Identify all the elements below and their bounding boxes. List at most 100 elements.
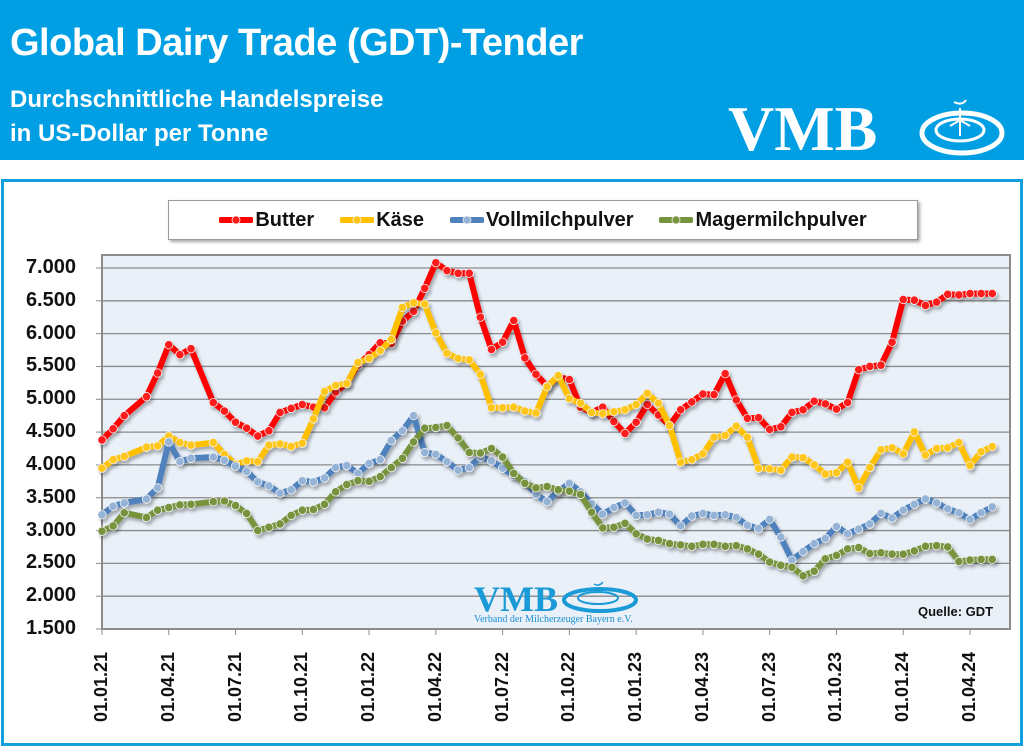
- data-point: [720, 430, 730, 440]
- data-point: [809, 396, 819, 406]
- data-point: [119, 451, 129, 461]
- data-point: [108, 455, 118, 465]
- subtitle-line2: in US-Dollar per Tonne: [10, 120, 269, 147]
- data-point: [620, 498, 630, 508]
- x-tick-label: 01.01.24: [892, 651, 913, 722]
- data-point: [887, 337, 897, 347]
- data-point: [264, 481, 274, 491]
- data-point: [153, 483, 163, 493]
- data-point: [943, 443, 953, 453]
- data-point: [965, 288, 975, 299]
- data-point: [909, 499, 919, 509]
- data-point: [119, 498, 129, 508]
- data-point: [865, 519, 875, 529]
- svg-text:VMB: VMB: [474, 579, 558, 619]
- data-point: [431, 449, 441, 460]
- data-point: [442, 348, 452, 358]
- legend-line-marker-icon: [450, 215, 485, 225]
- data-point: [242, 508, 252, 519]
- data-point: [854, 483, 864, 493]
- data-point: [987, 441, 997, 452]
- data-point: [976, 554, 986, 565]
- data-point: [698, 508, 708, 519]
- data-point: [420, 447, 430, 458]
- data-point: [898, 294, 908, 305]
- data-point: [286, 403, 296, 414]
- data-point: [509, 468, 519, 479]
- data-point: [587, 507, 597, 517]
- y-tick-label: 3.500: [25, 485, 76, 508]
- data-point: [408, 298, 419, 308]
- data-point: [954, 290, 964, 300]
- data-point: [297, 399, 307, 410]
- data-point: [553, 371, 563, 381]
- data-point: [186, 440, 196, 450]
- x-tick-label: 01.04.23: [691, 651, 712, 722]
- data-point: [631, 510, 641, 521]
- data-point: [275, 488, 285, 498]
- data-point: [932, 297, 942, 307]
- data-point: [776, 465, 786, 475]
- data-point: [842, 397, 853, 408]
- data-point: [831, 550, 842, 561]
- data-point: [664, 539, 675, 549]
- data-point: [420, 283, 430, 293]
- data-point: [798, 453, 808, 463]
- data-point: [642, 510, 652, 520]
- data-point: [709, 432, 719, 442]
- data-point: [842, 457, 853, 467]
- data-point: [765, 464, 775, 474]
- x-tick-label: 01.04.22: [424, 651, 445, 722]
- data-point: [153, 505, 163, 515]
- watermark-vmb-logo: VMB: [474, 579, 638, 619]
- data-point: [642, 388, 652, 398]
- data-point: [731, 395, 741, 405]
- data-point: [609, 407, 619, 417]
- data-point: [230, 461, 241, 471]
- data-point: [742, 520, 753, 530]
- data-point: [831, 468, 842, 478]
- data-point: [653, 507, 664, 517]
- data-point: [932, 443, 942, 454]
- data-point: [375, 455, 385, 465]
- data-point: [531, 408, 541, 418]
- data-point: [498, 403, 508, 413]
- data-point: [364, 476, 374, 486]
- data-point: [141, 442, 152, 452]
- data-point: [331, 380, 341, 391]
- data-point: [987, 502, 997, 512]
- data-point: [542, 497, 552, 507]
- data-point: [453, 433, 463, 443]
- data-point: [776, 422, 786, 432]
- data-point: [498, 337, 508, 347]
- data-point: [208, 397, 218, 408]
- data-point: [920, 494, 931, 504]
- data-point: [331, 462, 341, 473]
- data-point: [408, 437, 419, 447]
- data-point: [208, 497, 218, 507]
- data-point: [531, 483, 541, 493]
- data-point: [842, 529, 853, 539]
- x-tick-label: 01.04.21: [157, 651, 178, 722]
- x-tick-label: 01.01.21: [91, 651, 111, 722]
- data-point: [164, 502, 174, 513]
- data-point: [776, 560, 786, 570]
- data-point: [175, 500, 185, 510]
- data-point: [798, 546, 808, 557]
- data-point: [887, 443, 897, 453]
- data-point: [119, 508, 129, 518]
- data-point: [342, 378, 352, 389]
- data-point: [676, 457, 686, 467]
- data-point: [987, 288, 997, 299]
- data-point: [809, 566, 819, 576]
- data-point: [575, 398, 586, 408]
- page-title: Global Dairy Trade (GDT)-Tender: [10, 22, 583, 64]
- data-point: [920, 300, 931, 311]
- data-point: [275, 407, 285, 417]
- y-tick-label: 1.500: [25, 617, 76, 639]
- x-tick-label: 01.07.21: [224, 651, 245, 722]
- data-point: [253, 457, 263, 467]
- data-point: [876, 445, 886, 455]
- data-point: [308, 504, 319, 515]
